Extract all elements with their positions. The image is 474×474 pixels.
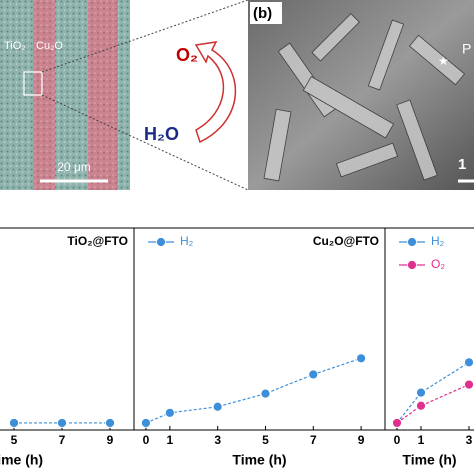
plot-frame [0, 227, 135, 431]
x-tick-label: 3 [214, 433, 221, 447]
data-point [308, 369, 319, 380]
zoom-line [41, 94, 249, 191]
x-tick-label: 0 [394, 433, 401, 447]
sem-scale-label: 1 [458, 156, 466, 173]
legend-label: H₂ [431, 234, 445, 248]
x-tick-label: 7 [310, 433, 317, 447]
data-point [464, 379, 474, 390]
plot-frame [384, 227, 474, 431]
data-point [9, 418, 19, 428]
h2o-label: H₂O [144, 124, 179, 144]
point-label: P [462, 41, 471, 57]
cu2o-stripe [33, 0, 55, 190]
x-axis-label: Time (h) [0, 452, 43, 468]
x-tick-label: 9 [107, 433, 114, 447]
cu2o-stripe [88, 0, 118, 190]
chart-panel: 0 1 3 5 7 9 Time (h) Cu₂O@FTO H₂ [133, 227, 386, 468]
x-tick-label: 0 [143, 433, 150, 447]
data-point [356, 353, 366, 364]
panel-label: (b) [253, 5, 272, 22]
data-point [464, 357, 474, 368]
legend-marker [407, 260, 417, 270]
x-tick-label: 5 [11, 433, 18, 447]
chart-panel: 5 7 9 Time (h) TiO₂@FTO [0, 227, 135, 468]
data-point [105, 418, 115, 428]
micrograph: TiO₂ Cu₂O 20 μm [0, 0, 130, 190]
x-axis-label: Time (h) [402, 452, 456, 468]
x-tick-label: 1 [418, 433, 425, 447]
data-point [212, 401, 223, 412]
x-tick-label: 9 [358, 433, 365, 447]
scale-label: 20 μm [57, 160, 91, 174]
data-point [392, 418, 402, 428]
zoom-line [41, 0, 249, 73]
chart-title: TiO₂@FTO [67, 234, 128, 248]
reaction-arrow [194, 41, 236, 144]
legend-marker [407, 237, 417, 247]
data-point [260, 388, 271, 399]
legend-label: H₂ [180, 234, 194, 248]
legend-label: O₂ [431, 257, 445, 271]
charts: 5 7 9 Time (h) TiO₂@FTO 0 1 3 5 7 9 Time (h) Cu₂O@FT… [0, 227, 474, 468]
cu2o-label: Cu₂O [36, 40, 63, 52]
plot-frame [133, 227, 386, 431]
data-point [164, 407, 175, 418]
tio2-label: TiO₂ [4, 40, 26, 52]
x-tick-label: 5 [262, 433, 269, 447]
series-line [396, 361, 470, 424]
x-tick-label: 1 [167, 433, 174, 447]
series-line [396, 384, 470, 424]
o2-label: O₂ [176, 45, 198, 65]
x-axis-label: Time (h) [232, 452, 286, 468]
series-line [145, 357, 362, 424]
zoom-box [23, 71, 43, 96]
sem-image: (b) ★ P 1 [248, 0, 474, 190]
data-point [57, 418, 67, 428]
x-tick-label: 7 [59, 433, 66, 447]
x-tick-label: 3 [466, 433, 473, 447]
panel-label-bg [250, 2, 282, 24]
data-point [416, 387, 426, 398]
star: ★ [438, 54, 449, 68]
data-point [416, 400, 426, 411]
chart-panel: 0 1 3 Time (h) H₂ O₂ [384, 227, 474, 468]
chart-title: Cu₂O@FTO [313, 234, 379, 248]
legend-marker [156, 237, 166, 247]
data-point [141, 418, 151, 428]
